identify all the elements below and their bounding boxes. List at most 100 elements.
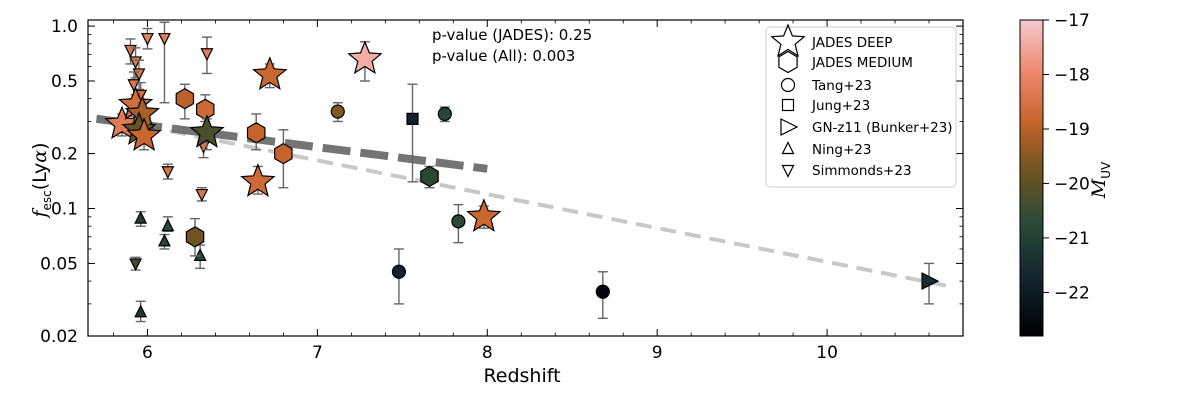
data-point-star-4	[126, 117, 162, 152]
data-point-hexagon-0	[175, 83, 195, 120]
p-value-annotations: p-value (JADES): 0.25 p-value (All): 0.0…	[432, 26, 592, 65]
marker	[195, 188, 209, 202]
data-point-star-6	[240, 163, 276, 197]
data-point-circle-4	[595, 271, 610, 320]
legend-label: Simmonds+23	[812, 163, 912, 179]
x-tick-label: 9	[652, 343, 663, 363]
colorbar: MUV −17 −18 −19 −20 −21 −22	[1019, 11, 1113, 337]
data-point-triangle-up-0	[134, 210, 148, 227]
marker	[274, 142, 293, 165]
marker	[161, 218, 175, 232]
data-point-triangle-down-5	[140, 27, 154, 50]
legend-marker-triangle-up	[781, 141, 795, 155]
data-point-triangle-down-7	[200, 36, 214, 75]
marker	[451, 214, 466, 229]
marker	[330, 104, 345, 119]
data-point-square-0	[406, 83, 419, 183]
marker	[157, 233, 171, 247]
data-point-triangle-down-11	[129, 256, 143, 272]
colorbar-tick-label: −19	[1054, 120, 1090, 140]
legend-label: GN-z11 (Bunker+23)	[812, 120, 953, 136]
data-point-triangle-right-0	[921, 262, 940, 305]
plot-area	[95, 21, 955, 323]
marker	[246, 122, 266, 144]
legend-label: Ning+23	[812, 142, 871, 158]
colorbar-tick-label: −18	[1054, 65, 1090, 85]
fit-line-all	[96, 114, 955, 290]
marker	[189, 114, 225, 148]
marker	[124, 44, 137, 58]
data-point-circle-0	[330, 102, 345, 123]
legend-label: JADES DEEP	[811, 35, 892, 51]
colorbar-tick-label: −17	[1054, 11, 1090, 31]
legend-label: Jung+23	[811, 98, 870, 114]
axes-frame	[87, 19, 964, 337]
legend-label: JADES MEDIUM	[811, 55, 913, 71]
legend: JADES DEEP JADES MEDIUM Tang+23 Jung+23 GN-z…	[765, 23, 957, 188]
marker	[134, 210, 148, 224]
legend-marker-star	[770, 23, 806, 58]
data-point-triangle-up-3	[193, 244, 207, 270]
marker	[921, 272, 940, 291]
x-axis-title: Redshift	[483, 365, 560, 387]
legend-marker-hexagon	[778, 50, 798, 74]
data-point-hexagon-4	[185, 217, 205, 257]
marker	[200, 48, 214, 62]
data-point-star-8	[347, 40, 383, 82]
fit-line-jades	[95, 114, 488, 173]
marker	[126, 117, 162, 152]
data-point-hexagon-1	[196, 94, 215, 123]
marker	[347, 40, 383, 75]
y-tick-label: 0.2	[51, 145, 78, 165]
data-point-hexagon-5	[420, 165, 439, 189]
legend-marker-square	[781, 98, 795, 112]
marker	[466, 198, 502, 232]
axis-ticks: 6 7 8 9 10 0.02 0.05 0.1 0.2 0.5 1.0	[40, 17, 964, 363]
y-tick-label: 0.05	[40, 254, 78, 274]
marker	[157, 32, 171, 46]
data-point-hexagon-3	[274, 129, 293, 189]
data-point-triangle-down-6	[157, 21, 171, 104]
legend-box	[765, 26, 957, 188]
marker	[185, 226, 205, 248]
marker	[240, 163, 276, 197]
data-point-hexagon-2	[246, 113, 266, 151]
marker	[196, 98, 215, 120]
data-point-triangle-down-10	[195, 187, 209, 202]
axes-border	[87, 19, 964, 337]
marker	[193, 248, 207, 261]
y-tick-label: 0.02	[40, 327, 78, 347]
legend-marker-triangle-right	[780, 118, 799, 136]
p-value-all: p-value (All): 0.003	[432, 47, 575, 65]
data-point-triangle-down-9	[161, 163, 175, 180]
data-point-star-9	[466, 198, 502, 232]
marker	[175, 88, 195, 110]
data-point-circle-1	[437, 106, 452, 123]
x-tick-label: 10	[816, 343, 838, 363]
x-tick-label: 8	[482, 343, 493, 363]
data-point-triangle-up-2	[157, 233, 171, 250]
data-point-star-7	[252, 56, 288, 91]
y-tick-label: 0.5	[51, 72, 78, 92]
data-point-triangle-up-1	[161, 216, 175, 232]
p-value-jades: p-value (JADES): 0.25	[432, 26, 592, 44]
y-tick-label: 0.1	[51, 200, 78, 220]
marker	[595, 284, 610, 299]
y-axis-title: fesc(Lyα)	[29, 142, 54, 219]
y-tick-label: 1.0	[51, 17, 78, 37]
legend-label: Tang+23	[811, 78, 872, 94]
colorbar-title: MUV	[1088, 161, 1113, 199]
colorbar-tick-label: −20	[1054, 174, 1090, 194]
data-point-triangle-up-4	[134, 300, 148, 323]
marker	[391, 264, 407, 279]
marker	[140, 32, 154, 46]
marker	[161, 166, 175, 180]
legend-marker-circle	[780, 77, 796, 93]
colorbar-gradient	[1019, 19, 1044, 337]
data-point-circle-3	[391, 248, 407, 305]
marker	[420, 165, 439, 188]
x-tick-label: 7	[312, 343, 323, 363]
legend-marker-triangle-down	[781, 164, 795, 178]
marker	[437, 106, 452, 122]
